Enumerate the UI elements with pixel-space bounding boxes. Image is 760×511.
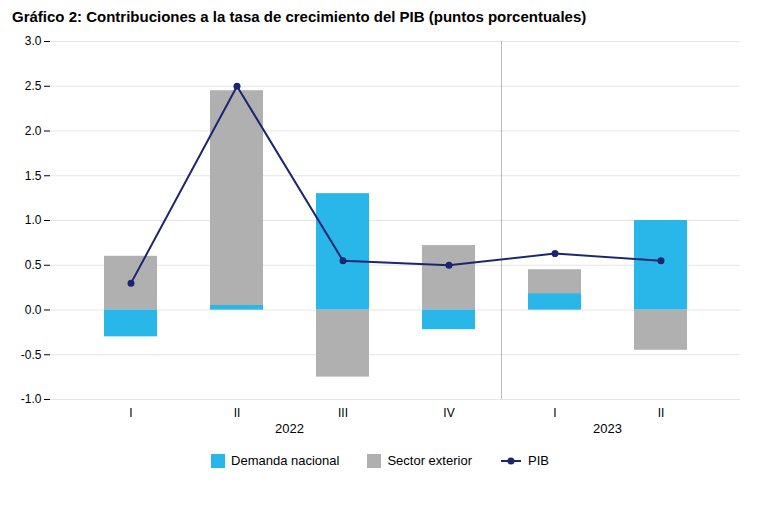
svg-text:3.0: 3.0 — [25, 34, 42, 48]
svg-text:0.0: 0.0 — [25, 303, 42, 317]
svg-text:IV: IV — [443, 406, 454, 420]
html-text:Sector exterior: Sector exterior — [387, 453, 472, 468]
svg-text:II: II — [658, 406, 665, 420]
svg-text:-1.0: -1.0 — [21, 392, 42, 406]
svg-text:2.5: 2.5 — [25, 79, 42, 93]
svg-text:1.0: 1.0 — [25, 213, 42, 227]
html-text:PIB: PIB — [528, 453, 549, 468]
svg-text:2023: 2023 — [593, 421, 622, 436]
svg-text:I: I — [553, 406, 556, 420]
svg-text:1.5: 1.5 — [25, 169, 42, 183]
svg-text:0.5: 0.5 — [25, 258, 42, 272]
svg-text:2022: 2022 — [275, 421, 304, 436]
html-text:Demanda nacional: Demanda nacional — [231, 453, 340, 468]
svg-text:II: II — [234, 406, 241, 420]
svg-text:III: III — [338, 406, 348, 420]
svg-text:-0.5: -0.5 — [21, 348, 42, 362]
svg-text:I: I — [129, 406, 132, 420]
html-text:Gráfico 2: Contribuciones a la: Gráfico 2: Contribuciones a la tasa de c… — [12, 8, 587, 25]
svg-text:2.0: 2.0 — [25, 124, 42, 138]
